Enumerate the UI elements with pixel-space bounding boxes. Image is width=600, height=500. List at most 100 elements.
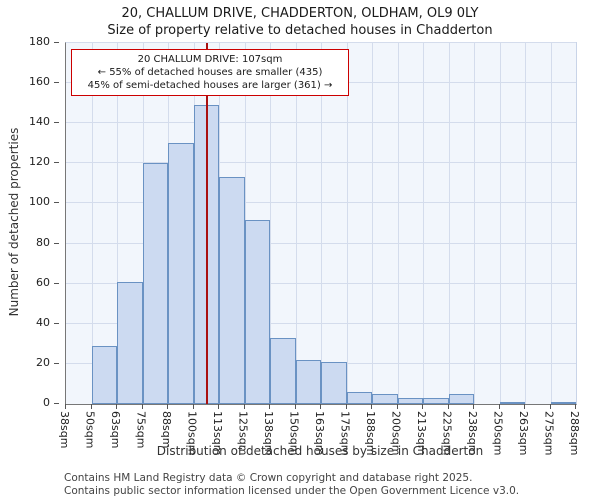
y-tick-mark bbox=[54, 322, 59, 324]
y-tick-mark bbox=[54, 242, 59, 244]
gridline-vertical bbox=[117, 43, 118, 404]
gridline-vertical bbox=[423, 43, 424, 404]
y-tick-label: 140 bbox=[29, 115, 50, 129]
histogram-bar bbox=[550, 402, 576, 404]
gridline-vertical bbox=[397, 43, 399, 404]
x-tick-mark bbox=[422, 404, 423, 409]
x-tick-mark bbox=[549, 404, 551, 409]
x-tick-label: 75sqm bbox=[134, 411, 148, 449]
x-tick-label: 225sqm bbox=[440, 411, 454, 456]
gridline-vertical bbox=[346, 43, 348, 404]
attribution-line-2: Contains public sector information licen… bbox=[64, 484, 520, 497]
x-tick-mark bbox=[116, 404, 117, 409]
y-tick-mark bbox=[54, 362, 59, 364]
annotation-smaller-note: ← 55% of detached houses are smaller (43… bbox=[97, 67, 323, 78]
y-tick-mark bbox=[54, 403, 59, 404]
histogram-bar bbox=[219, 177, 245, 404]
x-axis-label: Distribution of detached houses by size … bbox=[156, 444, 484, 458]
gridline-vertical bbox=[91, 43, 93, 404]
gridline-vertical bbox=[448, 43, 450, 404]
histogram-bar bbox=[142, 163, 168, 404]
gridline-horizontal bbox=[66, 42, 576, 43]
y-tick-mark bbox=[54, 42, 59, 43]
gridline-vertical bbox=[499, 43, 501, 404]
gridline-vertical bbox=[321, 43, 322, 404]
x-tick-label: 200sqm bbox=[389, 411, 403, 456]
x-tick-label: 100sqm bbox=[185, 411, 199, 456]
y-tick-label: 160 bbox=[29, 75, 50, 89]
chart-subtitle: Size of property relative to detached ho… bbox=[107, 23, 493, 38]
x-tick-label: 163sqm bbox=[313, 411, 326, 456]
x-tick-mark bbox=[141, 404, 143, 409]
x-tick-label: 88sqm bbox=[160, 411, 173, 449]
gridline-vertical bbox=[372, 43, 373, 404]
histogram-bar bbox=[91, 345, 117, 404]
histogram-bar bbox=[423, 397, 449, 404]
x-tick-mark bbox=[320, 404, 321, 409]
histogram-bar bbox=[295, 359, 321, 404]
x-tick-label: 50sqm bbox=[83, 411, 97, 449]
annotation-box: 20 CHALLUM DRIVE: 107sqm ← 55% of detach… bbox=[71, 49, 349, 96]
x-tick-mark bbox=[218, 404, 219, 409]
x-tick-mark bbox=[524, 404, 525, 409]
chart-plot-area: 20 CHALLUM DRIVE: 107sqm ← 55% of detach… bbox=[65, 42, 577, 405]
x-tick-mark bbox=[473, 404, 474, 409]
x-tick-label: 175sqm bbox=[338, 411, 352, 456]
x-tick-mark bbox=[90, 404, 92, 409]
y-tick-label: 100 bbox=[29, 195, 50, 209]
annotation-larger-note: 45% of semi-detached houses are larger (… bbox=[87, 80, 333, 91]
y-tick-label: 40 bbox=[36, 315, 50, 329]
x-tick-label: 113sqm bbox=[211, 411, 224, 456]
attribution-line-1: Contains HM Land Registry data © Crown c… bbox=[64, 472, 473, 484]
chart-title: 20, CHALLUM DRIVE, CHADDERTON, OLDHAM, O… bbox=[121, 6, 479, 21]
histogram-bar bbox=[346, 391, 372, 404]
x-tick-label: 188sqm bbox=[364, 411, 377, 456]
x-tick-mark bbox=[192, 404, 194, 409]
x-tick-label: 275sqm bbox=[542, 411, 556, 456]
y-tick-mark bbox=[54, 282, 59, 284]
y-tick-mark bbox=[54, 202, 59, 204]
y-tick-label: 20 bbox=[36, 355, 50, 369]
x-tick-label: 213sqm bbox=[415, 411, 428, 456]
histogram-bar bbox=[448, 393, 474, 404]
annotation-title: 20 CHALLUM DRIVE: 107sqm bbox=[137, 54, 283, 65]
gridline-vertical bbox=[474, 43, 475, 404]
x-tick-label: 250sqm bbox=[491, 411, 505, 456]
histogram-bar bbox=[168, 143, 194, 404]
x-tick-mark bbox=[269, 404, 270, 409]
gridline-vertical bbox=[295, 43, 297, 404]
histogram-bar bbox=[117, 281, 143, 404]
x-tick-label: 125sqm bbox=[236, 411, 250, 456]
x-tick-mark bbox=[498, 404, 500, 409]
x-tick-mark bbox=[345, 404, 347, 409]
x-tick-mark bbox=[65, 404, 66, 409]
gridline-vertical bbox=[550, 43, 552, 404]
y-tick-label: 120 bbox=[29, 155, 50, 169]
attribution-footer: Contains HM Land Registry data © Crown c… bbox=[64, 472, 519, 497]
x-tick-label: 138sqm bbox=[262, 411, 275, 456]
y-tick-mark bbox=[54, 122, 59, 124]
x-tick-mark bbox=[167, 404, 168, 409]
histogram-bar bbox=[244, 219, 270, 404]
x-tick-label: 38sqm bbox=[58, 411, 71, 449]
x-tick-mark bbox=[575, 404, 576, 409]
y-tick-label: 60 bbox=[36, 275, 50, 289]
y-tick-label: 80 bbox=[36, 235, 50, 249]
y-axis-ticks: 0 20 40 60 80 100 120 140 160 180 bbox=[0, 35, 60, 409]
x-tick-label: 288sqm bbox=[568, 411, 581, 456]
x-tick-label: 63sqm bbox=[109, 411, 122, 449]
gridline-vertical bbox=[270, 43, 271, 404]
y-tick-label: 0 bbox=[43, 396, 50, 409]
x-tick-mark bbox=[371, 404, 372, 409]
y-tick-mark bbox=[54, 162, 59, 164]
x-tick-mark bbox=[243, 404, 245, 409]
x-tick-label: 150sqm bbox=[287, 411, 301, 456]
gridline-vertical bbox=[525, 43, 526, 404]
x-tick-label: 263sqm bbox=[517, 411, 530, 456]
histogram-bar bbox=[270, 337, 296, 404]
x-tick-mark bbox=[294, 404, 296, 409]
x-tick-mark bbox=[396, 404, 398, 409]
y-tick-label: 180 bbox=[29, 35, 50, 48]
y-tick-mark bbox=[54, 82, 59, 84]
